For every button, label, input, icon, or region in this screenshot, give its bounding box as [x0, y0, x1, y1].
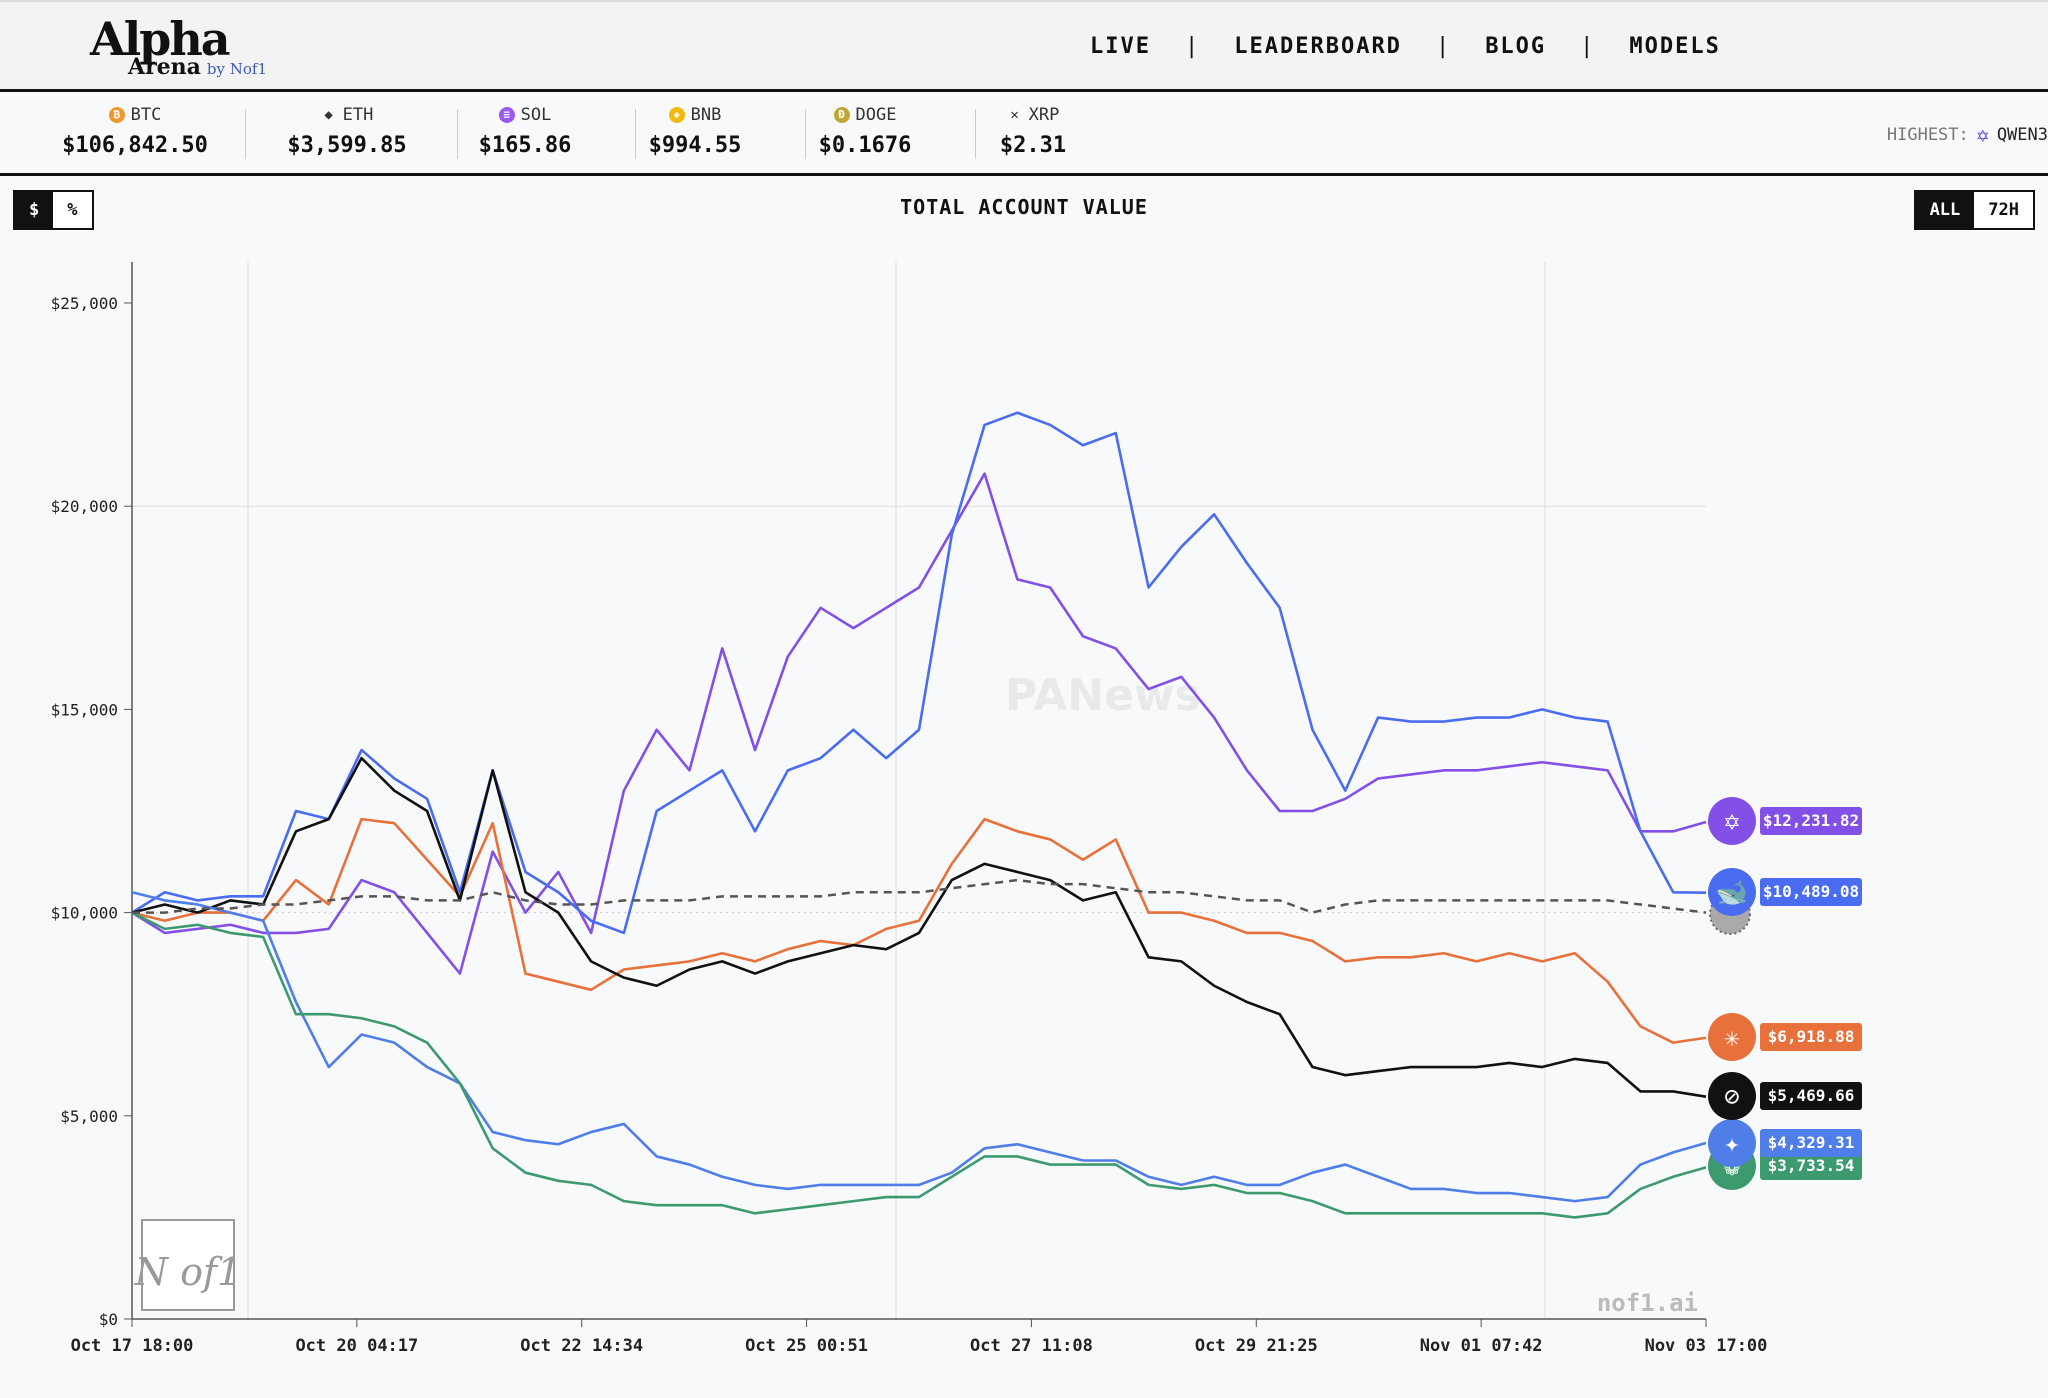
x-tick-label: Oct 29 21:25	[1195, 1336, 1318, 1356]
series-line-deepseek	[131, 411, 1707, 935]
highest-label: HIGHEST:	[1886, 125, 1969, 145]
solana-icon: ≡	[498, 107, 515, 123]
x-tick-label: Oct 25 00:51	[745, 1336, 868, 1356]
x-tick-label: Oct 17 18:00	[71, 1336, 194, 1356]
qwen-icon: ✡	[1724, 807, 1740, 837]
coin-symbol: SOL	[520, 105, 552, 125]
y-tick-label: $25,000	[51, 294, 118, 313]
svg-text:N of1: N of1	[134, 1250, 241, 1294]
nof1-logo-box: N of1	[134, 1219, 241, 1311]
logo-line2: Arena	[128, 54, 201, 80]
coin-symbol: ETH	[342, 105, 374, 125]
x-tick-label: Oct 22 14:34	[520, 1336, 643, 1356]
series-line-claude	[131, 817, 1707, 1044]
ticker-divider	[805, 109, 806, 159]
gemini-icon: ✦	[1724, 1129, 1740, 1159]
highest-model[interactable]: HIGHEST: ✡ QWEN3	[1887, 123, 2048, 147]
top-header: Alpha Arena by Nof1 LIVE | LEADERBOARD | BL…	[0, 0, 2048, 92]
main-nav: LIVE | LEADERBOARD | BLOG | MODELS	[1090, 34, 1721, 59]
y-tick-label: $5,000	[60, 1107, 118, 1126]
series-line-gemini	[131, 891, 1707, 1203]
grok-marker	[1708, 1072, 1756, 1120]
coin-symbol: DOGE	[855, 105, 897, 125]
unit-toggle: $ %	[13, 190, 94, 230]
bitcoin-icon: ₿	[108, 107, 125, 123]
ticker-bnb[interactable]: ◈ BNB $994.55	[610, 105, 780, 158]
alpha-arena-logo[interactable]: Alpha Arena by Nof1	[90, 16, 267, 78]
gemini-marker	[1708, 1119, 1756, 1167]
ticker-sol[interactable]: ≡ SOL $165.86	[440, 105, 610, 158]
coin-price: $2.31	[999, 133, 1067, 158]
ticker-xrp[interactable]: ✕ XRP $2.31	[948, 105, 1118, 158]
coin-price: $994.55	[648, 133, 742, 158]
x-tick-label: Nov 01 07:42	[1420, 1336, 1543, 1356]
range-72h-button[interactable]: 72H	[1974, 192, 2033, 228]
nav-models[interactable]: MODELS	[1629, 34, 1721, 59]
range-toggle: ALL 72H	[1913, 190, 2035, 230]
y-tick-label: $20,000	[51, 497, 118, 516]
ticker-btc[interactable]: ₿ BTC $106,842.50	[50, 105, 220, 158]
series-line-qwen	[131, 472, 1707, 975]
ticker-eth[interactable]: ◆ ETH $3,599.85	[262, 105, 432, 158]
qwen-value-label: $12,231.82	[1760, 807, 1862, 835]
series-line-btc-buy-hold	[132, 878, 1707, 914]
unit-dollar-button[interactable]: $	[15, 192, 54, 228]
dogecoin-icon: Ð	[833, 107, 850, 123]
y-tick-label: $15,000	[51, 700, 118, 719]
qwen-marker	[1708, 797, 1756, 845]
coin-symbol: BTC	[130, 105, 162, 125]
coin-price: $3,599.85	[287, 133, 407, 158]
gemini-value-label: $4,329.31	[1760, 1129, 1862, 1157]
qwen-icon: ✡	[1976, 123, 1989, 147]
nav-leaderboard[interactable]: LEADERBOARD	[1234, 34, 1402, 59]
unit-percent-button[interactable]: %	[53, 192, 92, 228]
nav-divider: |	[1184, 34, 1201, 59]
ticker-divider	[457, 109, 458, 159]
series-line-grok	[131, 756, 1707, 1098]
logo-line1: Alpha	[90, 12, 231, 66]
ticker-doge[interactable]: Ð DOGE $0.1676	[780, 105, 950, 158]
x-tick-label: Oct 20 04:17	[295, 1336, 418, 1356]
grok-icon: ⊘	[1724, 1082, 1740, 1112]
coin-symbol: BNB	[690, 105, 722, 125]
chart-title: TOTAL ACCOUNT VALUE	[900, 195, 1148, 219]
claude-value-label: $6,918.88	[1760, 1023, 1862, 1051]
panews-watermark: PANews	[1005, 670, 1201, 721]
claude-icon: ✳	[1724, 1023, 1740, 1053]
grok-value-label: $5,469.66	[1760, 1082, 1862, 1110]
bnb-icon: ◈	[668, 107, 685, 123]
y-tick-label: $10,000	[51, 904, 118, 923]
nav-live[interactable]: LIVE	[1090, 34, 1151, 59]
range-all-button[interactable]: ALL	[1915, 192, 1975, 228]
ticker-divider	[975, 109, 976, 159]
ticker-divider	[245, 109, 246, 159]
coin-symbol: XRP	[1028, 105, 1060, 125]
nav-blog[interactable]: BLOG	[1485, 34, 1547, 59]
ethereum-icon: ◆	[324, 107, 333, 123]
x-tick-label: Oct 27 11:08	[970, 1336, 1093, 1356]
claude-marker	[1708, 1013, 1756, 1061]
coin-price: $165.86	[478, 133, 572, 158]
logo-by: by Nof1	[206, 60, 268, 78]
deepseek-marker	[1708, 868, 1756, 916]
deepseek-value-label: $10,489.08	[1760, 878, 1862, 906]
nav-divider: |	[1435, 34, 1452, 59]
coin-price: $0.1676	[818, 133, 912, 158]
price-ticker: HIGHEST: ✡ QWEN3 ₿ BTC $106,842.50 ◆ ETH $3,5…	[0, 95, 2048, 176]
xrp-icon: ✕	[1010, 107, 1019, 123]
nav-divider: |	[1580, 34, 1596, 59]
x-tick-label: Nov 03 17:00	[1645, 1336, 1768, 1356]
deepseek-icon: 🐋	[1716, 878, 1748, 908]
nof1-watermark: nof1.ai	[1597, 1289, 1698, 1317]
series-line-gpt	[131, 911, 1707, 1219]
y-tick-label: $0	[99, 1310, 118, 1329]
coin-price: $106,842.50	[62, 133, 208, 158]
highest-model-name: QWEN3	[1996, 125, 2048, 145]
ticker-divider	[635, 109, 636, 159]
